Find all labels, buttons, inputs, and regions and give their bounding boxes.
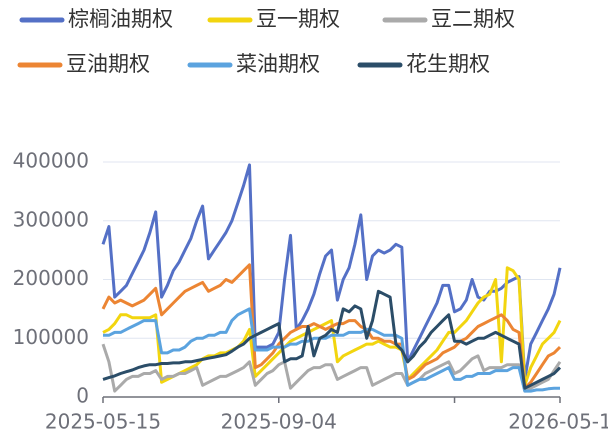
x-tick-label: 2026-05-1 bbox=[508, 410, 608, 434]
series-line bbox=[101, 163, 562, 381]
legend-label: 豆一期权 bbox=[256, 7, 340, 31]
x-tick-label: 2025-05-15 bbox=[45, 410, 161, 434]
legend-label: 菜油期权 bbox=[236, 52, 320, 76]
legend-label: 棕榈油期权 bbox=[68, 7, 173, 31]
y-tick-label: 200000 bbox=[13, 266, 89, 290]
series-line bbox=[101, 263, 562, 390]
x-tick-label: 2025-09-04 bbox=[221, 410, 337, 434]
series-line bbox=[103, 307, 560, 393]
y-tick-label: 0 bbox=[76, 384, 89, 408]
y-tick-label: 300000 bbox=[13, 207, 89, 231]
series-line bbox=[101, 343, 562, 393]
legend-label: 豆油期权 bbox=[66, 52, 150, 76]
series-line bbox=[102, 289, 562, 390]
y-tick-label: 100000 bbox=[13, 325, 89, 349]
legend-label: 豆二期权 bbox=[431, 7, 515, 31]
y-tick-label: 400000 bbox=[13, 149, 89, 173]
legend-label: 花生期权 bbox=[406, 52, 490, 76]
